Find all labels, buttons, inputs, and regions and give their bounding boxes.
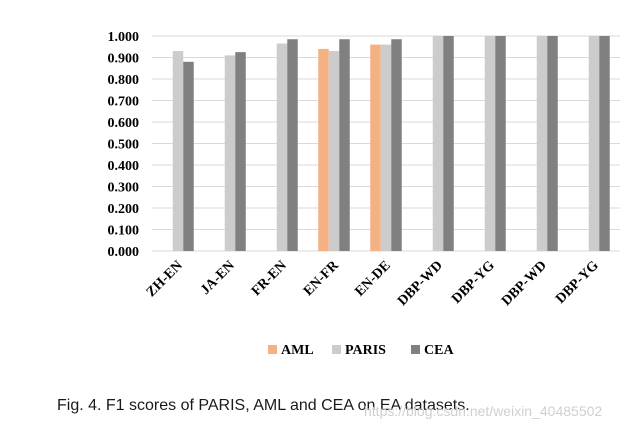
bar-cea-zh-en — [183, 61, 194, 251]
x-tick-label: FR-EN — [249, 258, 290, 299]
y-tick-label: 1.000 — [108, 30, 140, 45]
x-tick-label: EN-DE — [352, 258, 393, 299]
y-axis: 0.000 0.100 0.200 0.300 0.400 0.500 0.600 0.700… — [108, 30, 140, 260]
x-tick-label: DBP-YG — [449, 258, 498, 307]
x-tick-label: DBP-WD — [395, 258, 446, 309]
bar-paris-en-de — [380, 44, 392, 251]
x-tick-label: DBP-WD — [499, 258, 550, 309]
bar-paris-dbp-yg — [484, 36, 496, 251]
figure-caption: Fig. 4. F1 scores of PARIS, AML and CEA … — [57, 397, 470, 414]
bar-aml-en-de — [370, 44, 381, 251]
bar-cea-en-fr — [339, 39, 350, 251]
bar-cea-dbp-yg — [495, 36, 506, 251]
bar-cea-fr-en — [287, 39, 298, 251]
y-tick-label: 0.300 — [108, 181, 140, 196]
y-tick-label: 0.200 — [108, 202, 140, 217]
legend-label-aml: AML — [281, 343, 314, 358]
x-tick-label: DBP-YG — [553, 258, 602, 307]
bar-cea-dbp-wd — [443, 36, 454, 251]
y-tick-label: 0.000 — [108, 245, 140, 260]
y-tick-label: 0.600 — [108, 116, 140, 131]
legend-swatch-cea — [411, 345, 420, 354]
bar-cea-dbp-wd — [547, 36, 558, 251]
y-tick-label: 0.400 — [108, 159, 140, 174]
bar-paris-zh-en — [172, 51, 184, 251]
y-tick-label: 0.700 — [108, 95, 140, 110]
bar-paris-dbp-wd — [432, 36, 444, 251]
bar-paris-dbp-wd — [536, 36, 548, 251]
y-tick-label: 0.900 — [108, 52, 140, 67]
legend-swatch-paris — [332, 345, 341, 354]
y-tick-label: 0.800 — [108, 73, 140, 88]
bar-cea-dbp-yg — [599, 36, 610, 251]
bar-paris-ja-en — [224, 55, 236, 251]
bar-cea-ja-en — [235, 52, 246, 251]
legend: AML PARIS CEA — [268, 343, 454, 358]
x-tick-label: EN-FR — [301, 258, 342, 299]
legend-swatch-aml — [268, 345, 277, 354]
bar-aml-en-fr — [318, 48, 329, 252]
watermark-text: https://blog.csdn.net/weixin_40485502 — [364, 403, 603, 419]
x-axis: ZH-EN JA-EN FR-EN EN-FR EN-DE DBP-WD DBP-YG DBP… — [144, 258, 602, 309]
y-tick-label: 0.500 — [108, 138, 140, 153]
x-tick-label: ZH-EN — [144, 258, 186, 300]
y-tick-label: 0.100 — [108, 224, 140, 239]
legend-label-paris: PARIS — [345, 343, 386, 358]
legend-label-cea: CEA — [424, 343, 454, 358]
bar-cea-en-de — [391, 39, 402, 251]
bar-paris-en-fr — [328, 51, 340, 251]
bars — [172, 36, 610, 252]
bar-paris-dbp-yg — [588, 36, 600, 251]
x-tick-label: JA-EN — [198, 258, 238, 298]
bar-paris-fr-en — [276, 43, 288, 252]
